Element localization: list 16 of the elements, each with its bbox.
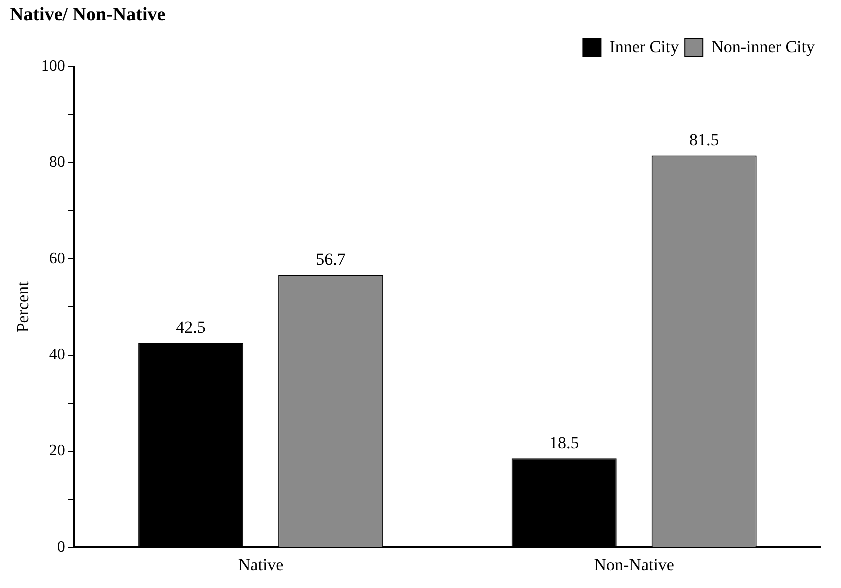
data-label: 42.5 <box>176 318 206 338</box>
chart-title: Native/ Non-Native <box>10 4 166 26</box>
y-tick-label: 80 <box>49 154 66 172</box>
y-tick-label: 100 <box>41 58 66 76</box>
data-label: 81.5 <box>689 130 720 150</box>
x-tick-label: Non-Native <box>594 555 674 574</box>
y-tick-label: 20 <box>49 442 66 460</box>
y-tick-label: 40 <box>49 346 66 364</box>
x-tick-label: Native <box>238 555 284 574</box>
data-label: 56.7 <box>316 250 346 269</box>
legend-label: Inner City <box>610 37 680 56</box>
legend-label: Non-inner City <box>712 37 816 56</box>
data-label: 18.5 <box>549 434 580 453</box>
y-tick-label: 0 <box>57 538 66 556</box>
y-tick-label: 60 <box>49 250 66 268</box>
y-axis-title: Percent <box>14 281 33 333</box>
